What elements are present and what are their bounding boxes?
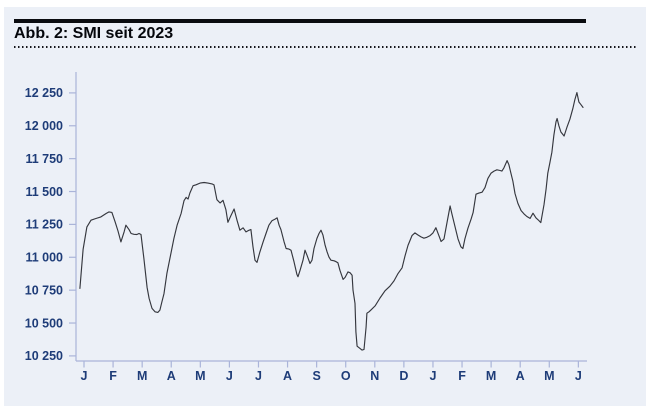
x-tick-label: J <box>429 369 436 383</box>
y-tick-label: 12 000 <box>25 119 63 133</box>
y-tick-label: 12 250 <box>25 86 63 100</box>
y-tick-label: 10 500 <box>25 316 63 330</box>
x-tick-label: M <box>137 369 147 383</box>
x-tick-label: M <box>544 369 554 383</box>
y-tick-label: 11 000 <box>25 251 63 265</box>
x-tick-label: F <box>458 369 466 383</box>
x-tick-label: J <box>226 369 233 383</box>
y-tick-label: 11 250 <box>25 218 63 232</box>
dotted-divider <box>14 46 637 48</box>
x-tick-label: A <box>167 369 176 383</box>
x-tick-label: M <box>195 369 205 383</box>
x-tick-label: F <box>109 369 117 383</box>
x-tick-label: A <box>283 369 292 383</box>
x-tick-label: J <box>81 369 88 383</box>
smi-series-line <box>79 92 584 351</box>
y-tick-label: 10 250 <box>25 349 63 363</box>
x-tick-label: D <box>399 369 408 383</box>
y-tick-label: 11 500 <box>25 185 63 199</box>
x-tick-label: J <box>575 369 582 383</box>
y-tick-label: 10 750 <box>25 283 63 297</box>
y-tick-label: 11 750 <box>25 152 63 166</box>
x-tick-label: O <box>341 369 351 383</box>
x-tick-label: A <box>516 369 525 383</box>
chart-title: Abb. 2: SMI seit 2023 <box>14 25 174 42</box>
figure-panel <box>4 7 646 406</box>
x-tick-label: M <box>486 369 496 383</box>
x-tick-label: J <box>255 369 262 383</box>
x-tick-label: S <box>312 369 320 383</box>
top-rule <box>14 19 586 23</box>
x-tick-label: N <box>370 369 379 383</box>
